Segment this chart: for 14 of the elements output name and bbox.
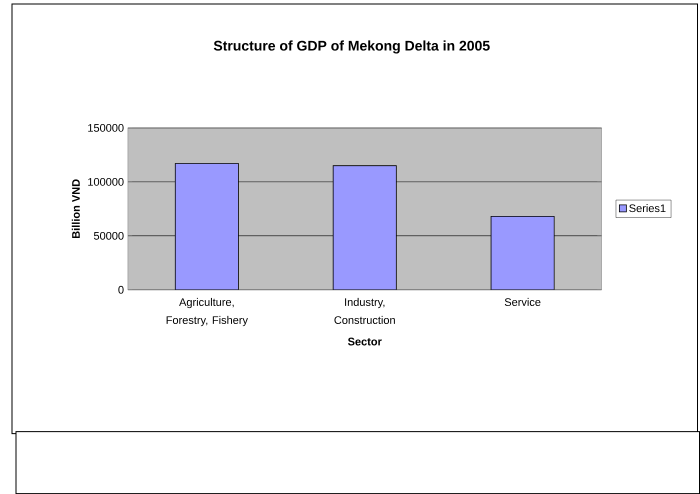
x-tick-label: Agriculture, Forestry, Fishery <box>166 298 248 326</box>
y-tick-label: 0 <box>118 286 124 294</box>
bar <box>490 216 555 290</box>
bar <box>332 165 397 290</box>
chart-title: Structure of GDP of Mekong Delta in 2005 <box>214 40 490 54</box>
legend-label: Series1 <box>629 204 666 212</box>
x-axis-title: Sector <box>348 338 382 346</box>
x-tick-label: Service <box>504 298 540 306</box>
bar <box>174 163 239 290</box>
y-tick-label: 50000 <box>94 232 124 240</box>
y-tick-label: 150000 <box>88 124 124 132</box>
x-tick-label: Industry, Construction <box>334 298 395 324</box>
y-tick-label: 100000 <box>88 178 124 186</box>
y-axis-title: Billion VND <box>72 179 80 238</box>
